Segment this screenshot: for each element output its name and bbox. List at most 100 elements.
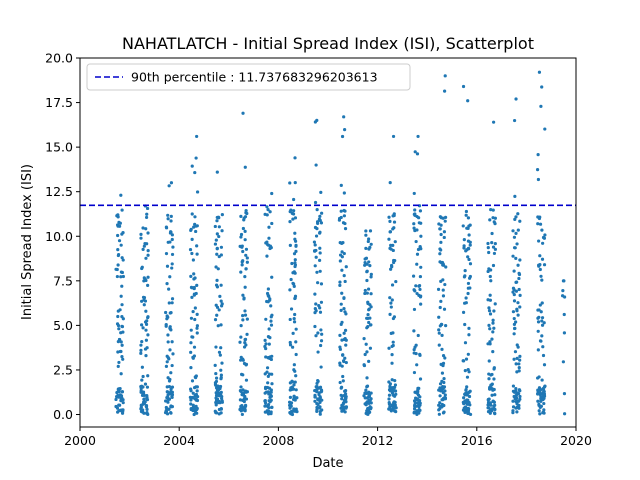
x-tick-label: 2004	[163, 433, 195, 448]
scatter-point	[144, 309, 148, 313]
scatter-point	[167, 301, 171, 305]
scatter-point	[263, 404, 267, 408]
scatter-point	[191, 408, 195, 413]
scatter-point	[340, 134, 345, 139]
scatter-point	[365, 376, 369, 380]
scatter-point	[418, 353, 422, 357]
scatter-point	[465, 385, 469, 389]
scatter-point	[540, 334, 544, 338]
scatter-point	[171, 245, 175, 249]
scatter-point	[219, 376, 223, 380]
scatter-point	[120, 256, 124, 260]
scatter-point	[289, 307, 294, 311]
scatter-point	[140, 365, 144, 369]
scatter-point	[315, 227, 319, 231]
scatter-point	[341, 241, 345, 245]
scatter-point	[388, 296, 392, 300]
scatter-point	[216, 324, 220, 328]
scatter-point	[264, 342, 268, 346]
scatter-point	[116, 410, 120, 414]
scatter-point	[315, 270, 319, 274]
scatter-point	[139, 348, 143, 352]
scatter-point	[541, 388, 546, 392]
x-axis: 2000 2004 2008 2012 2016 2020	[64, 427, 592, 448]
scatter-point	[267, 225, 271, 229]
scatter-point	[165, 412, 170, 416]
scatter-point	[241, 293, 245, 297]
scatter-point	[121, 401, 125, 405]
scatter-point	[318, 406, 322, 410]
scatter-point	[145, 206, 150, 211]
scatter-point	[313, 399, 317, 403]
scatter-point	[341, 405, 346, 409]
y-axis: 0.0 2.5 5.0 7.5 10.0 12.5 15.0 17.5 20.0	[45, 51, 80, 422]
scatter-point	[120, 390, 124, 394]
scatter-point	[238, 340, 242, 344]
scatter-point	[190, 379, 195, 383]
scatter-point	[388, 219, 392, 223]
scatter-point	[241, 408, 245, 412]
scatter-point	[146, 333, 150, 337]
scatter-point	[489, 208, 493, 212]
scatter-point	[120, 397, 124, 402]
scatter-point	[487, 359, 491, 363]
scatter-point	[463, 322, 467, 327]
scatter-point	[270, 405, 274, 409]
scatter-point	[412, 226, 416, 230]
scatter-point	[365, 384, 370, 388]
scatter-point	[118, 386, 122, 391]
scatter-point	[415, 228, 419, 232]
scatter-point	[515, 356, 519, 360]
scatter-point	[438, 394, 442, 398]
scatter-point	[195, 283, 199, 287]
scatter-point	[288, 403, 292, 407]
scatter-point	[119, 340, 123, 344]
scatter-point	[493, 216, 497, 220]
scatter-point	[466, 291, 470, 296]
scatter-point	[442, 410, 446, 414]
scatter-point	[338, 333, 342, 337]
scatter-point	[314, 302, 318, 306]
scatter-point	[343, 356, 347, 360]
scatter-point	[243, 215, 248, 219]
scatter-point	[367, 320, 371, 325]
scatter-point	[463, 393, 468, 397]
scatter-point	[391, 248, 395, 253]
scatter-point	[337, 216, 342, 221]
scatter-point	[491, 318, 495, 322]
scatter-point	[167, 392, 171, 396]
scatter-point	[314, 309, 318, 313]
scatter-point	[217, 350, 222, 354]
scatter-point	[166, 315, 170, 319]
scatter-point	[314, 334, 318, 338]
scatter-point	[362, 363, 367, 368]
scatter-point	[139, 407, 143, 411]
scatter-point	[293, 296, 297, 300]
scatter-point	[538, 303, 542, 307]
scatter-point	[245, 317, 249, 321]
scatter-point	[213, 224, 217, 229]
scatter-point	[121, 274, 125, 279]
scatter-point	[191, 258, 195, 262]
scatter-point	[439, 248, 443, 252]
scatter-point	[444, 324, 448, 328]
scatter-point	[416, 333, 420, 338]
scatter-point	[239, 214, 243, 218]
scatter-point	[313, 264, 317, 268]
scatter-point	[338, 283, 342, 287]
scatter-point	[119, 275, 123, 279]
scatter-point	[140, 323, 144, 327]
scatter-point	[512, 357, 516, 361]
scatter-point	[539, 274, 543, 278]
scatter-point	[191, 391, 195, 395]
scatter-point	[243, 275, 247, 279]
scatter-point	[561, 288, 565, 293]
scatter-point	[540, 319, 544, 323]
scatter-point	[291, 217, 295, 221]
scatter-point	[439, 232, 443, 237]
scatter-point	[266, 287, 270, 291]
scatter-point	[318, 269, 322, 273]
scatter-point	[442, 235, 446, 240]
scatter-point	[463, 369, 467, 373]
scatter-point	[342, 306, 346, 311]
